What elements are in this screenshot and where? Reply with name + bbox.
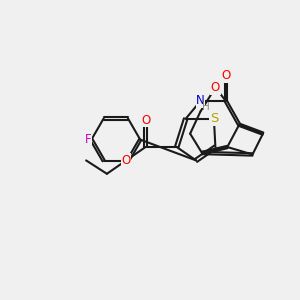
Text: S: S (210, 112, 218, 125)
Text: O: O (211, 81, 220, 94)
Text: F: F (85, 133, 92, 146)
Text: O: O (122, 154, 131, 167)
Text: O: O (221, 69, 230, 82)
Text: H: H (202, 103, 210, 112)
Text: O: O (141, 114, 150, 127)
Text: N: N (196, 94, 205, 107)
